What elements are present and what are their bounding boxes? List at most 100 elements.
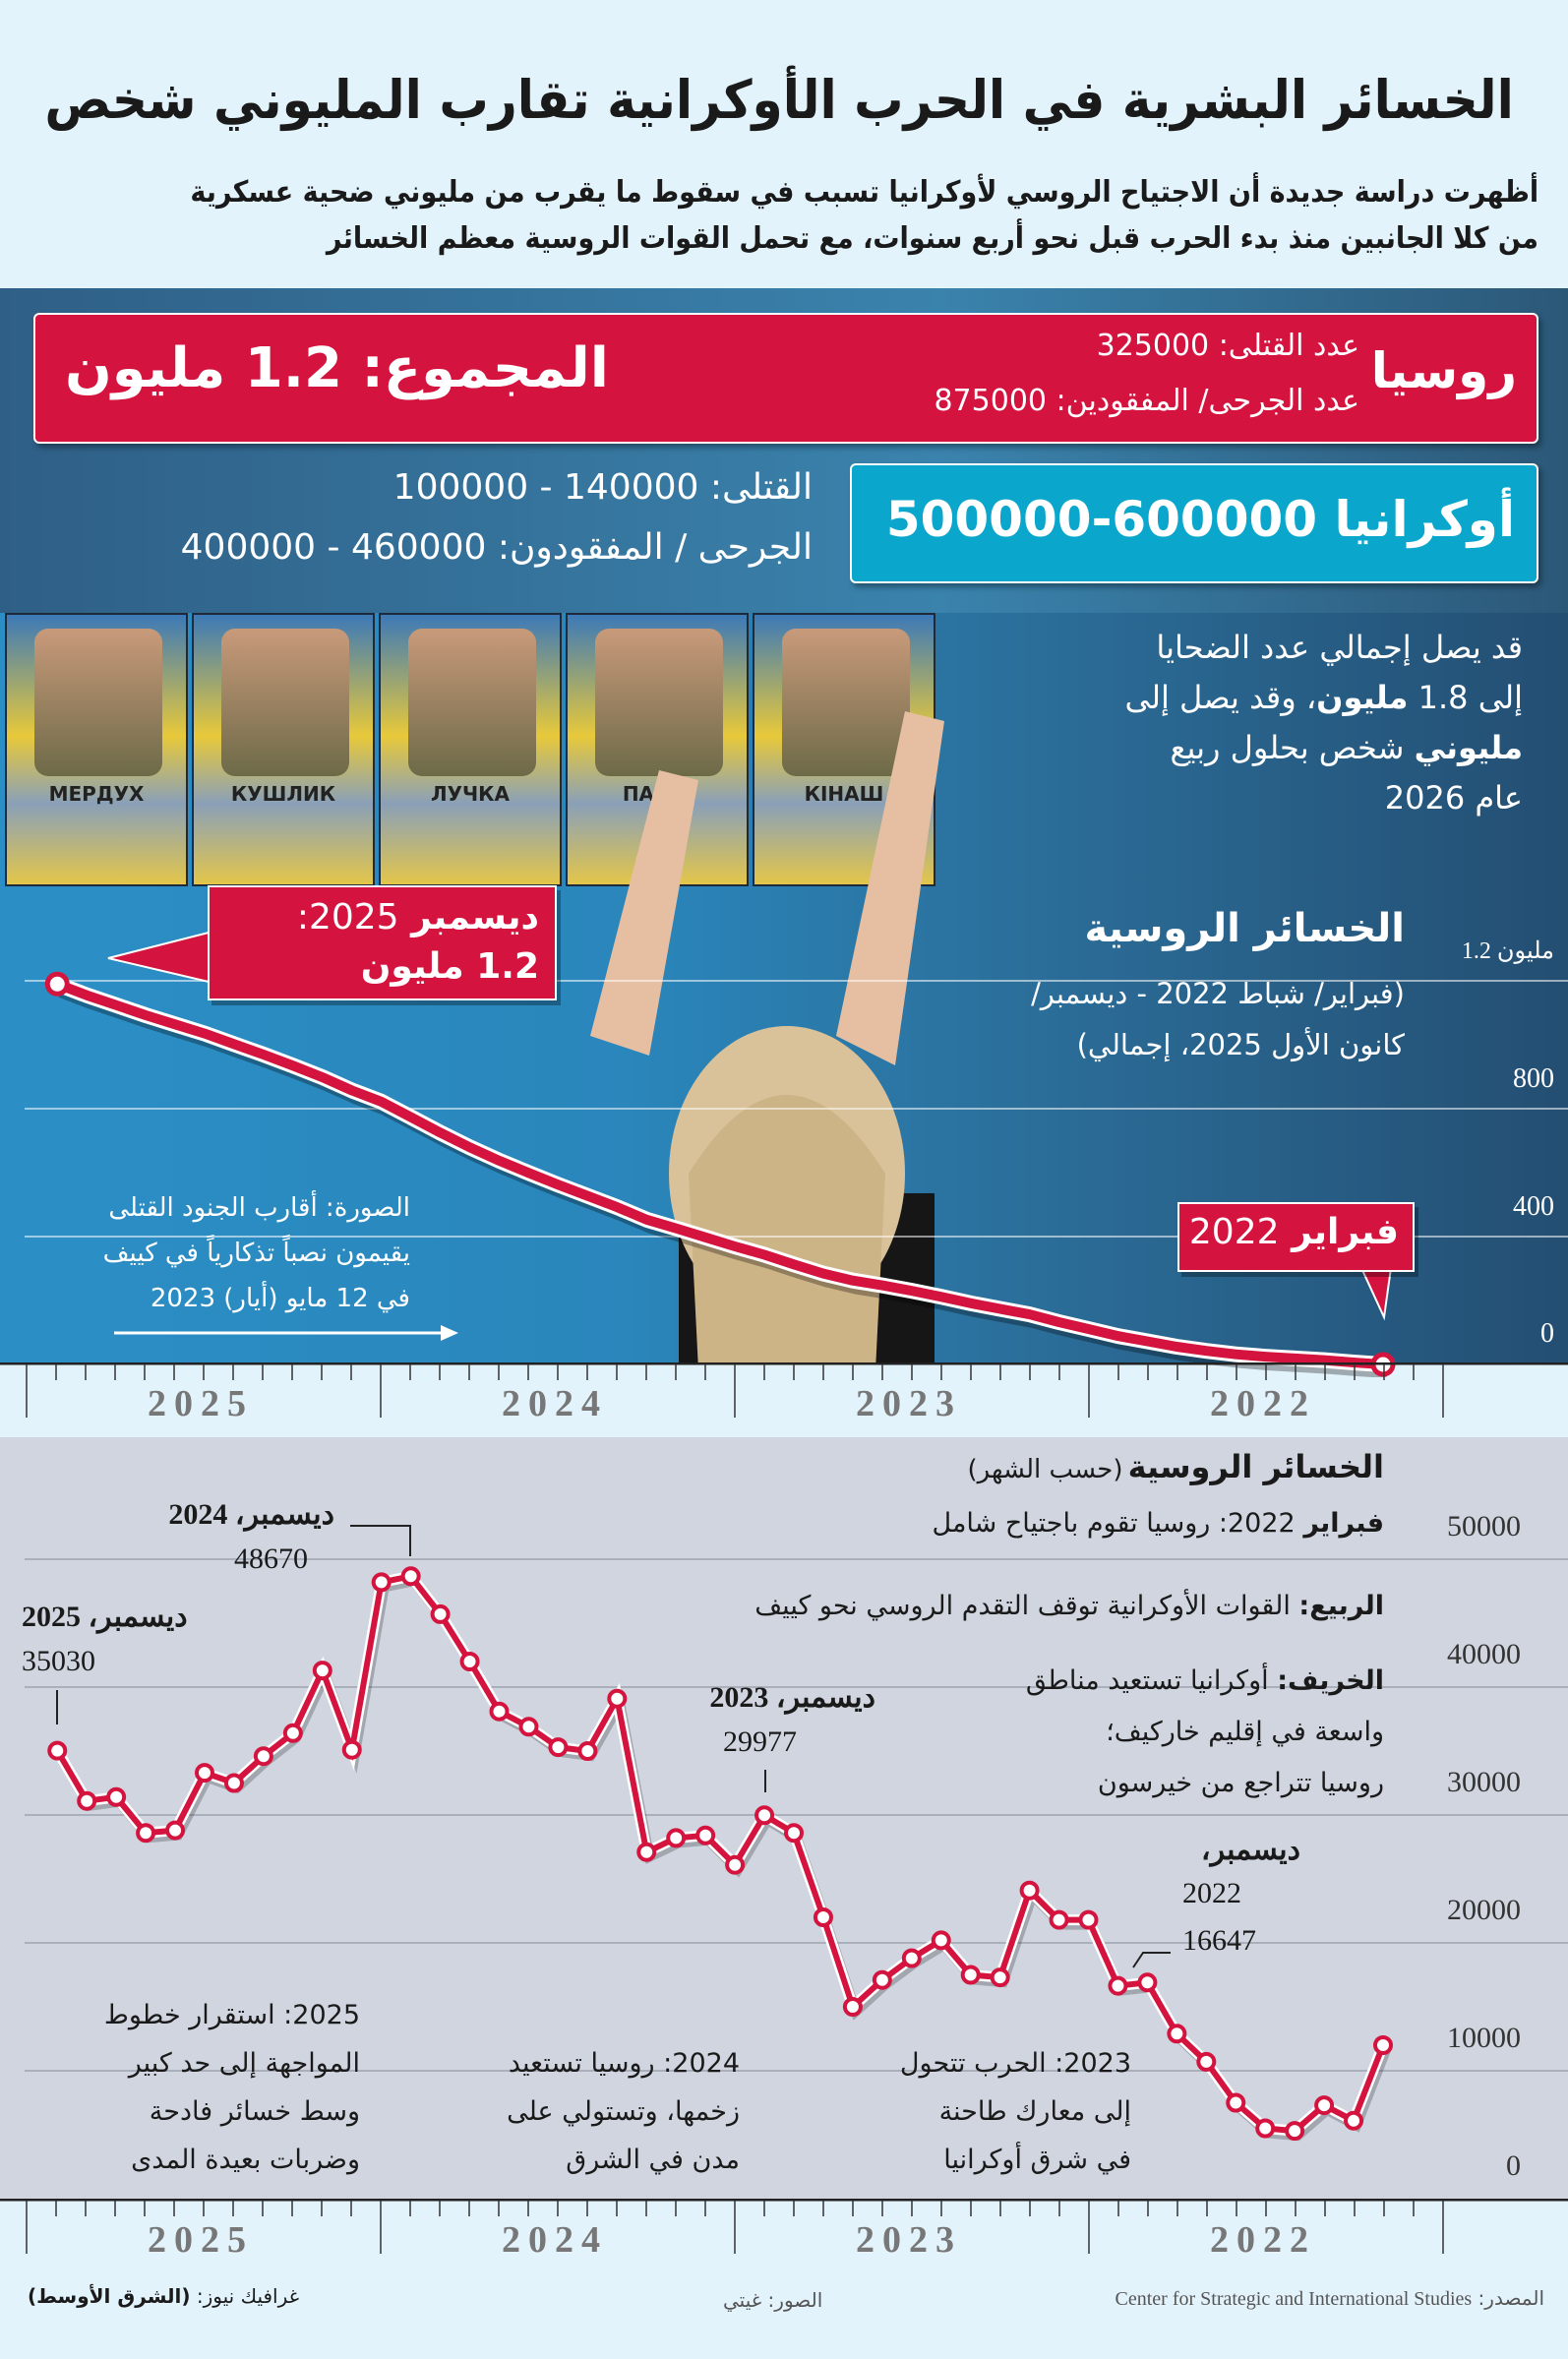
note-2023: 2023: الحرب تتحول إلى معارك طاحنة في شرق أ…: [899, 2048, 1131, 2175]
event-spring: الربيع: القوات الأوكرانية توقف التقدم ال…: [754, 1591, 1384, 1621]
cumulative-chart-title: الخسائر الروسية: [1084, 906, 1405, 951]
event-feb-2022: فبراير 2022: روسيا تقوم باجتياح شامل: [932, 1508, 1384, 1539]
y-tick-label: 400: [1513, 1191, 1554, 1222]
label-dec-2024: ديسمبر، 2024: [168, 1498, 334, 1531]
y-tick-label: 0: [1540, 1318, 1554, 1349]
value-dec-2022: 16647: [1182, 1924, 1256, 1957]
hero-photo-panel: МЕРДУХ КУШЛИК ЛУЧКА ПАСЮ КІНАШ روسيا عدد…: [0, 288, 1568, 1362]
x-tick-label: 2025: [148, 1383, 254, 1424]
russia-label: روسيا: [1370, 342, 1517, 399]
data-point: [195, 1763, 214, 1784]
data-point: [607, 1688, 628, 1709]
russia-killed: عدد القتلى: 325000: [1096, 329, 1359, 363]
ukraine-range: أوكرانيا 600000-500000: [885, 491, 1515, 548]
data-point: [548, 1737, 569, 1758]
woman-photo-figure: [590, 711, 944, 1362]
monthly-series-line: [54, 1572, 1386, 2135]
data-point: [165, 1820, 186, 1841]
y-tick-label: 40000: [1447, 1638, 1521, 1670]
data-point: [1167, 2024, 1187, 2044]
x-tick-label: 2023: [856, 1383, 962, 1424]
data-point: [1078, 1909, 1099, 1930]
data-point: [77, 1790, 97, 1811]
event-autumn: الخريف: أوكرانيا تستعيد مناطق واسعة في إ…: [1025, 1665, 1384, 1798]
value-dec-2023: 29977: [723, 1725, 797, 1758]
x-tick-label: 2024: [502, 2219, 608, 2261]
y-tick-label: 50000: [1447, 1510, 1521, 1542]
data-point: [1108, 1975, 1128, 1996]
data-point: [1344, 2110, 1364, 2131]
x-tick-label: 2023: [856, 2219, 962, 2261]
data-point: [253, 1746, 273, 1767]
data-point: [1196, 2051, 1217, 2072]
memorial-plaque: КУШЛИК: [192, 613, 375, 886]
data-point: [106, 1786, 127, 1807]
x-tick-label: 2024: [502, 1383, 608, 1424]
data-point: [1373, 2035, 1393, 2055]
cumulative-chart: [25, 971, 1568, 1377]
label-dec-2025: ديسمبر، 2025: [22, 1601, 188, 1633]
russia-wounded: عدد الجرحى/ المفقودين: 875000: [934, 384, 1359, 418]
label-dec-2022: ديسمبر،: [1200, 1834, 1300, 1866]
value-dec-2024: 48670: [234, 1542, 308, 1575]
x-tick-label: 2025: [148, 2219, 254, 2261]
data-point: [960, 1965, 981, 1985]
data-point: [136, 1823, 156, 1844]
data-point: [901, 1948, 922, 1968]
graphic-credit: غرافيك نيوز: (الشرق الأوسط): [28, 2284, 300, 2308]
data-point: [44, 971, 70, 997]
data-point: [990, 1967, 1010, 1988]
y-tick-label: 800: [1513, 1063, 1554, 1094]
leader-line-dec-2022: [1132, 1952, 1171, 1968]
data-point: [371, 1572, 392, 1593]
russia-total: المجموع: 1.2 مليون: [65, 336, 609, 400]
callout-feb-2022: فبراير 2022: [1177, 1202, 1415, 1272]
label-dec-2023: ديسمبر، 2023: [709, 1681, 875, 1714]
memorial-plaque: ЛУЧКА: [379, 613, 562, 886]
memorial-plaque: МЕРДУХ: [5, 613, 188, 886]
y-tick-label: 10000: [1447, 2022, 1521, 2054]
y-tick-label: 30000: [1447, 1766, 1521, 1798]
leader-line-dec-2024: [350, 1525, 411, 1556]
source-credit: المصدر: Center for Strategic and Interna…: [1115, 2286, 1544, 2310]
page-title: الخسائر البشرية في الحرب الأوكرانية تقار…: [44, 69, 1515, 131]
data-point: [754, 1805, 775, 1826]
ukraine-wounded: الجرحى / المفقودون: 460000 - 400000: [180, 527, 813, 568]
value-dec-2025: 35030: [22, 1645, 95, 1677]
year-axis-top: [0, 1362, 1568, 1418]
data-point: [784, 1823, 804, 1844]
data-point: [1137, 1972, 1158, 1993]
cumulative-chart-subtitle-1: (فبراير/ شباط 2022 - ديسمبر/: [1031, 977, 1405, 1010]
cumulative-series-line: [55, 979, 1384, 1369]
data-point: [577, 1741, 598, 1761]
data-point: [1285, 2121, 1305, 2142]
caption-arrow-icon: [114, 1325, 458, 1341]
data-point: [282, 1723, 303, 1743]
data-point: [1226, 2092, 1246, 2113]
data-point: [813, 1907, 833, 1927]
data-point: [1019, 1880, 1040, 1901]
data-point: [400, 1566, 421, 1587]
data-point: [518, 1717, 539, 1737]
subtitle-line-2: من كلا الجانبين منذ بدء الحرب قبل نحو أر…: [326, 221, 1538, 256]
data-point: [489, 1701, 510, 1722]
data-point: [725, 1854, 746, 1875]
label-dec-2022-year: 2022: [1182, 1877, 1241, 1909]
data-point: [47, 1740, 68, 1761]
data-point: [931, 1930, 951, 1951]
x-tick-label: 2022: [1210, 1383, 1316, 1424]
note-2024: 2024: روسيا تستعيد زخمها، وتستولي على مدن …: [507, 2048, 740, 2175]
data-point: [842, 1997, 863, 2017]
data-point: [223, 1773, 244, 1793]
year-axis-bottom: [0, 2199, 1568, 2254]
russia-summary-box: روسيا عدد القتلى: 325000 عدد الجرحى/ الم…: [33, 313, 1538, 444]
monthly-chart-title: الخسائر الروسية (حسب الشهر): [967, 1448, 1384, 1485]
data-point: [1049, 1909, 1069, 1930]
y-tick-label: 1.2 مليون: [1461, 938, 1554, 964]
y-tick-label: 20000: [1447, 1894, 1521, 1926]
data-point: [341, 1739, 362, 1760]
data-point: [872, 1969, 892, 1990]
data-point: [636, 1842, 657, 1862]
data-point: [459, 1652, 480, 1671]
